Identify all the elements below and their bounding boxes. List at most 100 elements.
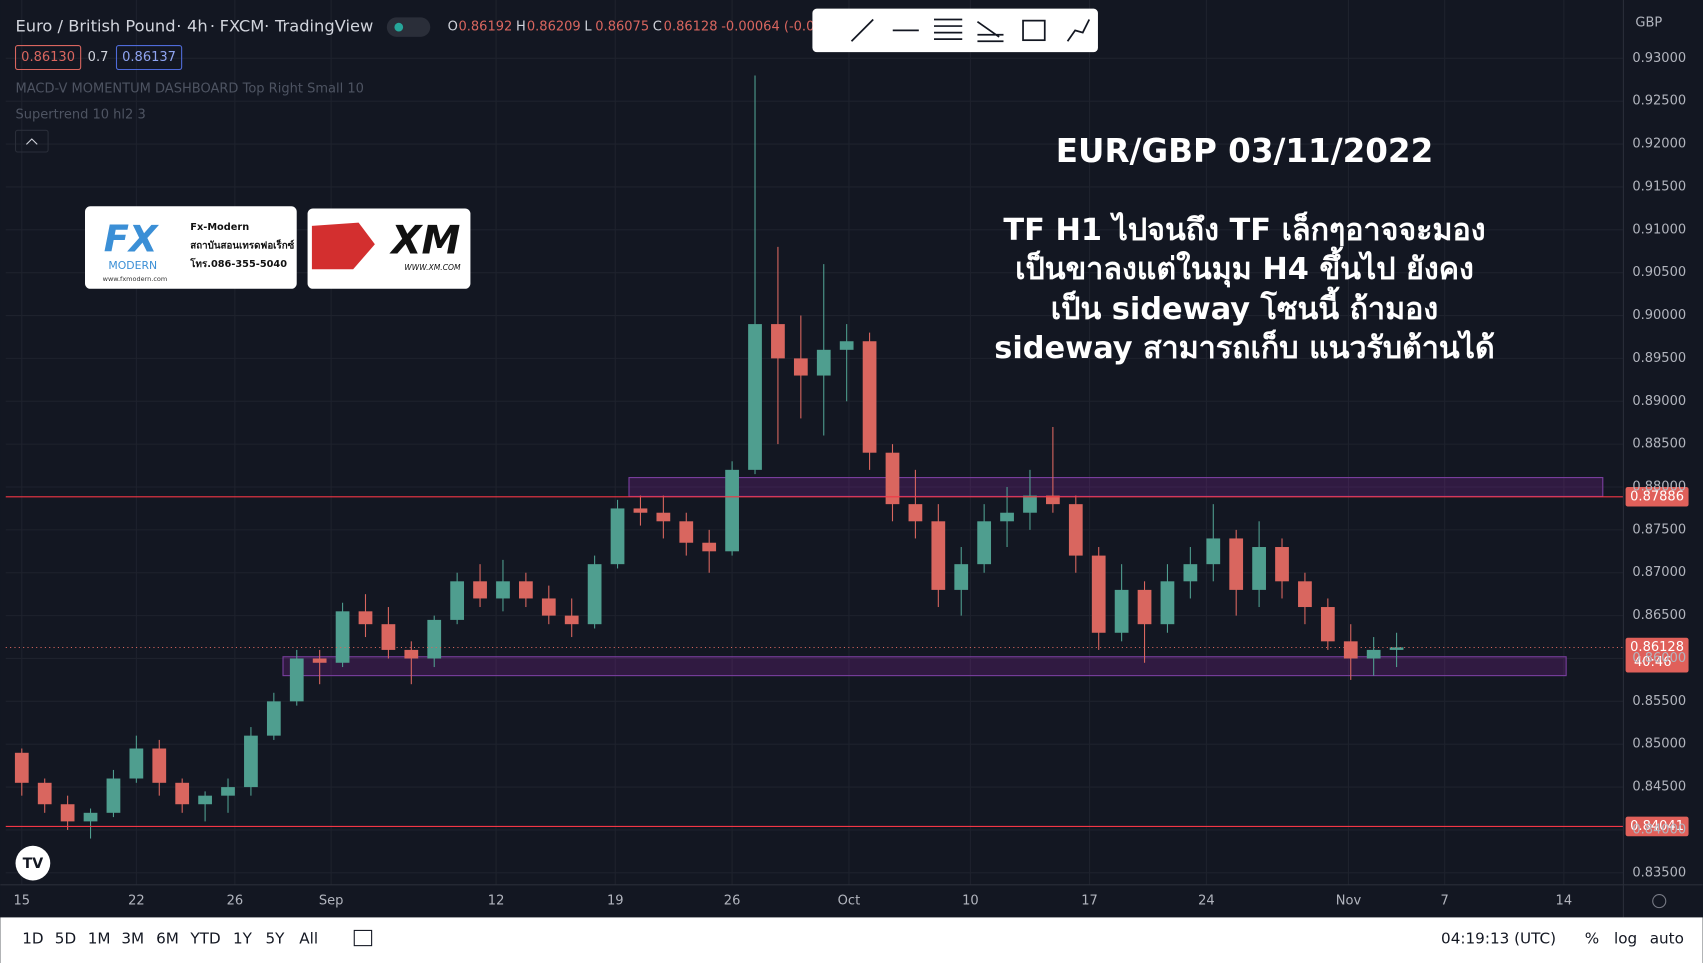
scale-option[interactable]: log bbox=[1614, 930, 1637, 948]
candle-body bbox=[541, 598, 556, 616]
ask-box[interactable] bbox=[115, 45, 183, 71]
trendline-tool[interactable] bbox=[850, 18, 874, 42]
annotation-line: TF H1 ไปจนถึง TF เล็กๆอาจจะมอง bbox=[1003, 211, 1485, 248]
drawing-toolbar bbox=[812, 8, 1098, 53]
x-tick-label: 14 bbox=[1556, 894, 1573, 909]
y-tick-label: 0.85500 bbox=[1632, 694, 1686, 709]
candle-body bbox=[839, 341, 854, 350]
candle-body bbox=[610, 508, 625, 565]
bid-box[interactable] bbox=[14, 45, 82, 71]
candle-body bbox=[266, 701, 281, 736]
scale-option[interactable]: % bbox=[1585, 930, 1599, 948]
ohlc-value: 0.86128 bbox=[664, 20, 718, 35]
tv-logo[interactable] bbox=[15, 845, 51, 881]
candle-body bbox=[1252, 547, 1266, 590]
candle-body bbox=[1160, 581, 1175, 625]
y-tick-label: 0.88500 bbox=[1632, 437, 1686, 452]
status-dot bbox=[394, 22, 404, 32]
candle-body bbox=[1091, 555, 1106, 633]
y-tick-label: 0.92000 bbox=[1632, 137, 1686, 152]
candle-body bbox=[1114, 589, 1129, 633]
ohlc-value: 0.86192 bbox=[458, 20, 512, 35]
footer bbox=[0, 917, 1703, 963]
range-button[interactable]: 5Y bbox=[266, 930, 286, 948]
candle-body bbox=[60, 804, 75, 822]
collapse-button[interactable] bbox=[14, 129, 49, 153]
y-tick-label: 0.91500 bbox=[1632, 179, 1686, 194]
ohlc-key: C bbox=[653, 20, 662, 35]
candle-body bbox=[931, 521, 946, 590]
ohlc-key: H bbox=[516, 20, 526, 35]
x-tick-label: 15 bbox=[14, 894, 31, 909]
range-button[interactable]: 6M bbox=[156, 930, 179, 948]
candle-body bbox=[1000, 512, 1014, 522]
candle-body bbox=[1137, 589, 1152, 625]
candle-body bbox=[427, 619, 442, 659]
range-button[interactable]: 1D bbox=[22, 930, 43, 948]
candle-body bbox=[587, 564, 602, 625]
range-button[interactable]: YTD bbox=[189, 930, 220, 948]
candle-body bbox=[1366, 649, 1381, 659]
xm-bull bbox=[311, 222, 375, 270]
ohlc-key: L bbox=[584, 20, 592, 35]
annotation-line: เป็น sideway โซนนี้ ถ้ามอง bbox=[1051, 286, 1438, 327]
x-tick-label: Oct bbox=[838, 894, 861, 909]
rectangle-tool[interactable] bbox=[1022, 19, 1046, 42]
fx-phone: โทร.086-355-5040 bbox=[189, 257, 287, 270]
y-tick-label: 0.90000 bbox=[1632, 308, 1686, 323]
settings-icon[interactable] bbox=[1652, 894, 1667, 909]
y-tick-label: 0.89000 bbox=[1632, 394, 1686, 409]
candle-body bbox=[816, 349, 831, 376]
zone bbox=[628, 477, 1604, 497]
x-tick-label: 22 bbox=[128, 894, 145, 909]
candle-body bbox=[1068, 504, 1083, 556]
separator: · bbox=[264, 17, 269, 36]
price-label-box bbox=[1625, 487, 1689, 507]
fx-word: MODERN bbox=[108, 259, 157, 272]
date-range-icon[interactable] bbox=[353, 929, 373, 947]
candle-body bbox=[335, 611, 350, 663]
fx-mark: FX bbox=[104, 218, 159, 261]
y-tick-label: 0.86000 bbox=[1632, 651, 1686, 666]
candle-body bbox=[656, 512, 671, 522]
symbol[interactable]: Euro / British Pound bbox=[16, 17, 176, 36]
range-button[interactable]: 1M bbox=[88, 930, 111, 948]
candle-body bbox=[1389, 647, 1404, 650]
candle-body bbox=[175, 782, 190, 805]
fx-name: Fx-Modern bbox=[190, 222, 249, 233]
fib-tool[interactable] bbox=[934, 18, 963, 40]
interval[interactable]: 4h bbox=[187, 17, 208, 36]
indicator[interactable]: MACD-V MOMENTUM DASHBOARD Top Right Smal… bbox=[16, 82, 364, 97]
y-tick-label: 0.93000 bbox=[1632, 51, 1686, 66]
y-tick-label: 0.87000 bbox=[1632, 565, 1686, 580]
candle-body bbox=[37, 782, 52, 805]
range-button[interactable]: 5D bbox=[55, 930, 76, 948]
ohlc-key: O bbox=[448, 20, 458, 35]
path-tool[interactable] bbox=[1066, 19, 1091, 42]
x-tick-label: 10 bbox=[962, 894, 979, 909]
status-pill[interactable] bbox=[386, 17, 431, 37]
scale-option[interactable]: auto bbox=[1650, 930, 1684, 948]
candle-body bbox=[450, 581, 465, 620]
fan-tool[interactable] bbox=[976, 21, 1004, 43]
indicator[interactable]: Supertrend 10 hl2 3 bbox=[16, 108, 146, 123]
x-tick-label: 12 bbox=[488, 894, 505, 909]
currency[interactable]: GBP bbox=[1635, 15, 1662, 30]
range-button[interactable]: 1Y bbox=[233, 930, 253, 948]
separator: · bbox=[210, 17, 215, 36]
candle-body bbox=[885, 452, 900, 505]
bid: 0.86130 bbox=[21, 50, 75, 65]
collapse-icon bbox=[25, 138, 38, 145]
candle-body bbox=[564, 615, 579, 625]
candle-body bbox=[748, 324, 762, 470]
x-tick-label: Nov bbox=[1336, 894, 1362, 909]
range-button[interactable]: All bbox=[299, 930, 318, 948]
range-button[interactable]: 3M bbox=[121, 930, 144, 948]
candle-body bbox=[312, 658, 327, 663]
last-price-box bbox=[1625, 637, 1689, 673]
candle-body bbox=[14, 752, 29, 783]
candle-body bbox=[404, 649, 419, 659]
tv-logo-text: TV bbox=[23, 856, 44, 872]
